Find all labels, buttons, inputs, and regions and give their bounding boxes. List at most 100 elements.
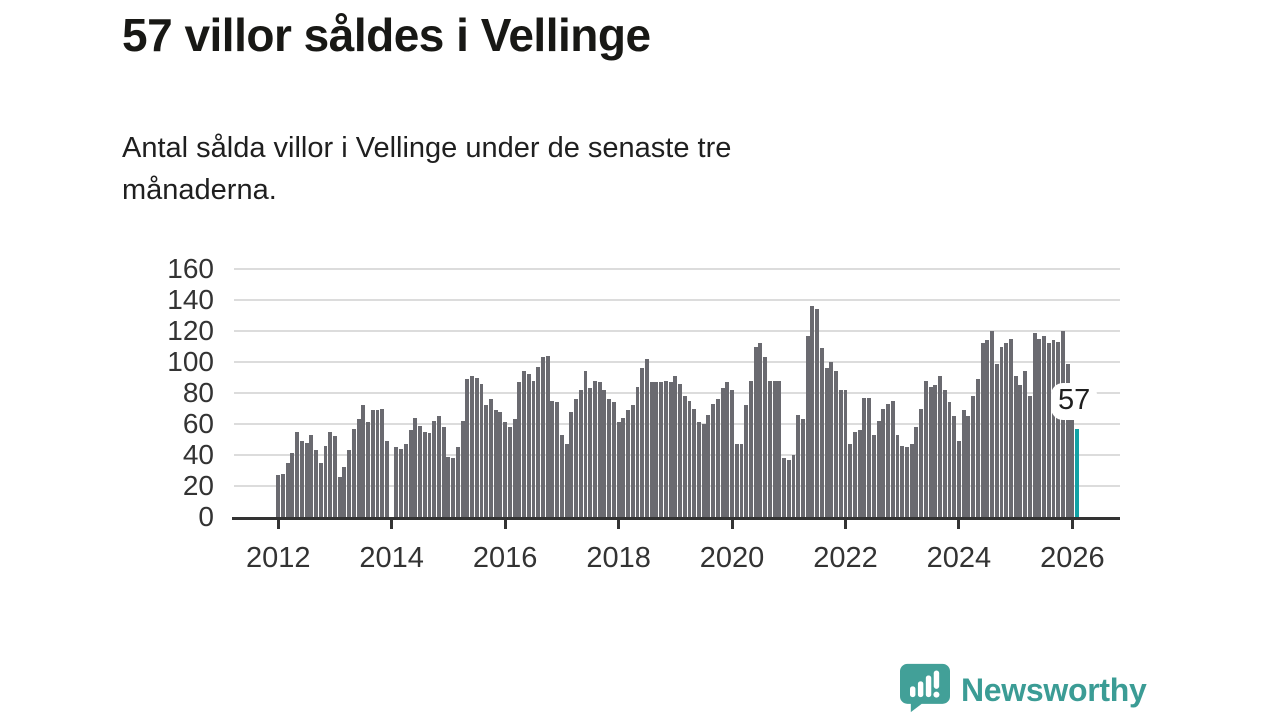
bar — [484, 405, 489, 517]
bar — [711, 403, 716, 517]
bar — [692, 408, 697, 517]
x-axis-tick-label: 2016 — [472, 542, 538, 574]
bar — [337, 476, 342, 517]
bar — [276, 475, 281, 517]
bar — [578, 389, 583, 517]
bar — [422, 431, 427, 517]
bar — [531, 380, 536, 517]
bar — [862, 397, 867, 517]
bar — [659, 382, 664, 517]
bar — [526, 374, 531, 517]
bar — [356, 419, 361, 517]
bar — [323, 445, 328, 517]
bar — [971, 396, 976, 517]
bar — [909, 444, 914, 517]
bar — [654, 382, 659, 517]
bar — [366, 422, 370, 517]
bar — [881, 408, 886, 517]
bar — [593, 380, 597, 517]
bar — [886, 403, 890, 517]
bar — [819, 348, 824, 517]
bar — [994, 363, 999, 517]
bar — [715, 399, 720, 517]
bar — [413, 417, 418, 517]
x-axis-tick — [957, 520, 961, 529]
bar — [479, 383, 484, 517]
bar — [1056, 341, 1061, 517]
bar — [507, 427, 512, 517]
bar — [588, 388, 593, 517]
x-axis-tick-label: 2014 — [359, 542, 424, 574]
bar — [555, 402, 560, 517]
bar — [763, 357, 768, 517]
bar — [375, 410, 380, 517]
highlighted-bar — [1075, 428, 1080, 517]
bar — [455, 447, 460, 517]
bar — [626, 410, 630, 517]
bar — [399, 448, 404, 517]
bar — [782, 458, 786, 517]
x-axis-tick-label: 2012 — [245, 542, 311, 574]
bar — [725, 382, 730, 517]
bar — [857, 430, 862, 517]
bar — [990, 331, 994, 517]
x-axis-tick — [617, 520, 621, 529]
bar — [730, 389, 734, 517]
bar — [796, 414, 801, 517]
logo-wordmark: Newsworthy — [961, 671, 1147, 708]
x-axis-tick — [730, 520, 734, 529]
gridline — [234, 299, 1120, 301]
bar — [351, 428, 356, 517]
bar — [914, 427, 919, 517]
bar — [687, 400, 692, 517]
bar — [947, 402, 952, 517]
bar — [285, 462, 290, 517]
x-axis-tick-label: 2018 — [586, 542, 651, 574]
bar — [559, 434, 564, 517]
bar — [1051, 340, 1056, 517]
bar — [678, 383, 682, 517]
y-axis-tick-label: 120 — [167, 315, 214, 346]
bar — [706, 414, 711, 517]
bar — [583, 371, 588, 517]
bar — [904, 447, 909, 517]
bar — [517, 382, 522, 517]
x-axis-line — [232, 517, 1120, 520]
bar — [597, 382, 602, 517]
bar — [1037, 338, 1042, 517]
bar — [758, 343, 763, 517]
bar — [867, 397, 872, 517]
bar — [871, 434, 876, 517]
bar — [985, 340, 990, 517]
bar — [701, 424, 706, 517]
bar — [474, 377, 479, 517]
bar — [640, 368, 645, 517]
bar — [1023, 371, 1028, 517]
bar — [607, 399, 612, 517]
bar — [923, 380, 928, 517]
gridline — [234, 361, 1120, 363]
y-axis-tick-label: 100 — [167, 346, 214, 377]
bar — [928, 386, 933, 517]
bar — [895, 434, 900, 517]
bar — [621, 417, 626, 517]
bar — [961, 410, 966, 517]
bar — [432, 420, 437, 517]
bar — [630, 405, 635, 517]
bar — [942, 389, 947, 517]
y-axis-tick-label: 40 — [182, 439, 214, 470]
bar — [460, 420, 465, 517]
bar — [545, 355, 550, 517]
bar — [380, 408, 385, 517]
bar — [498, 411, 503, 517]
bar — [834, 371, 838, 517]
bar — [333, 436, 337, 517]
bar — [890, 400, 895, 517]
bar — [427, 433, 432, 517]
bar — [569, 411, 574, 517]
bar — [829, 362, 834, 517]
bar-chart-bubble-icon — [899, 663, 951, 718]
bar — [720, 388, 725, 517]
bar — [418, 425, 422, 517]
